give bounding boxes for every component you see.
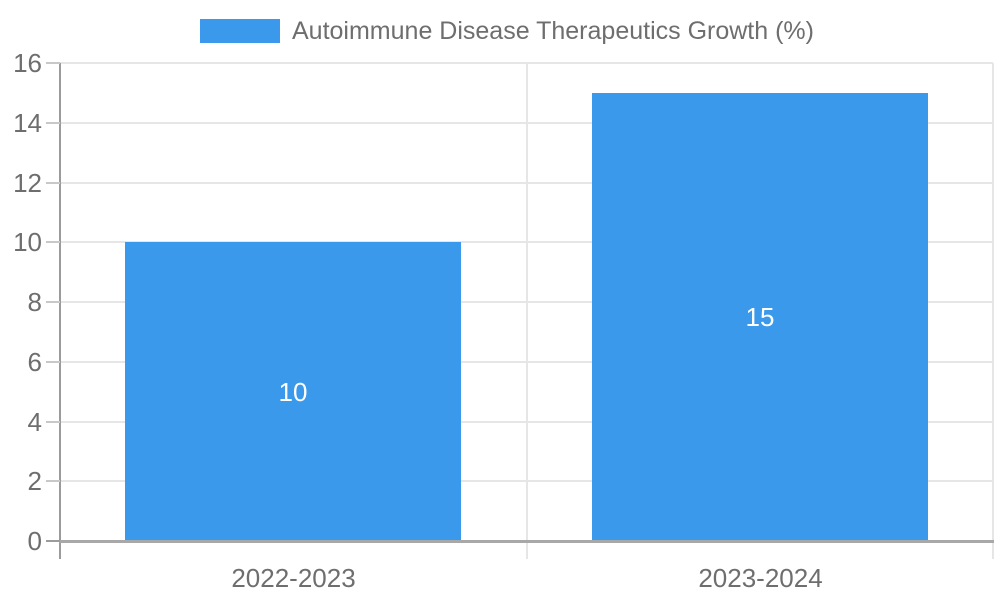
y-tick — [46, 421, 60, 423]
y-tick — [46, 182, 60, 184]
legend-swatch — [200, 19, 280, 43]
y-tick-label: 8 — [27, 287, 42, 317]
x-axis-tick — [526, 541, 528, 559]
y-tick — [46, 241, 60, 243]
y-tick — [46, 62, 60, 64]
bar-value-label: 15 — [745, 302, 775, 332]
y-tick — [46, 122, 60, 124]
y-tick-label: 10 — [13, 227, 42, 257]
y-tick-label: 0 — [27, 526, 42, 556]
y-tick-label: 6 — [27, 347, 42, 377]
bar-2023-2024 — [592, 93, 928, 541]
y-tick — [46, 301, 60, 303]
y-tick-label: 12 — [13, 168, 42, 198]
y-tick — [46, 480, 60, 482]
x-tick-label: 2023-2024 — [698, 563, 823, 593]
y-tick-label: 4 — [27, 407, 42, 437]
y-tick-label: 14 — [13, 108, 42, 138]
v-gridline — [526, 63, 528, 541]
y-tick-label: 16 — [13, 48, 42, 78]
y-tick — [46, 361, 60, 363]
bar-value-label: 10 — [278, 377, 308, 407]
x-axis-line — [59, 540, 994, 543]
y-axis-line — [59, 63, 61, 559]
x-axis-tick — [992, 541, 994, 559]
y-tick — [46, 540, 60, 542]
x-tick-label: 2022-2023 — [231, 563, 356, 593]
bar-2022-2023 — [125, 242, 461, 541]
y-tick-label: 2 — [27, 466, 42, 496]
v-gridline — [992, 63, 994, 541]
legend-label: Autoimmune Disease Therapeutics Growth (… — [292, 17, 814, 45]
